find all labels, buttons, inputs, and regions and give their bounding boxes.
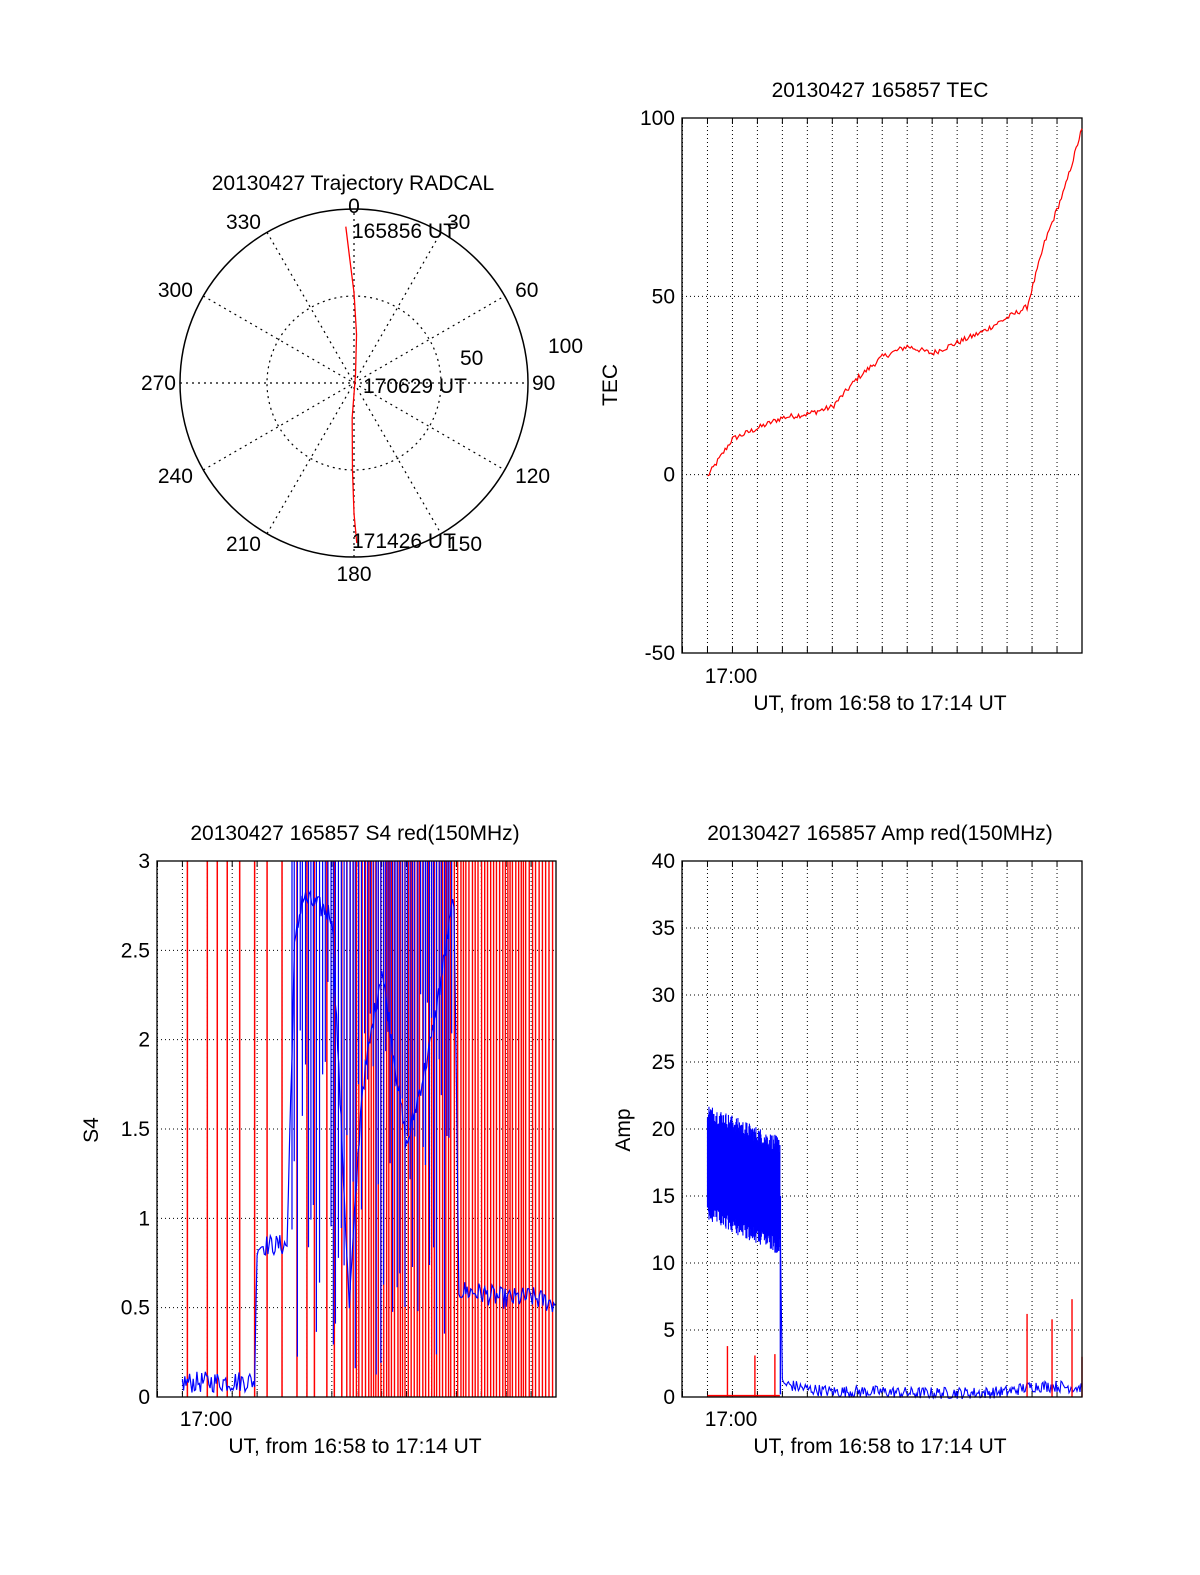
y-tick-labels: 0 0.5 1 1.5 2 2.5 3 (121, 850, 150, 1409)
polar-angle-label: 210 (226, 533, 261, 556)
panel-grid (681, 118, 1083, 653)
y-tick-label: -50 (645, 642, 675, 665)
polar-angle-label: 150 (447, 533, 482, 556)
y-tick-label: 2 (138, 1029, 150, 1052)
s4-xtick-label: 17:00 (180, 1408, 233, 1431)
y-tick-label: 0.5 (121, 1297, 150, 1320)
y-tick-label: 2.5 (121, 939, 150, 962)
y-tick-label: 1 (138, 1207, 150, 1230)
s4-xlabel: UT, from 16:58 to 17:14 UT (228, 1435, 481, 1458)
amp-panel: 20130427 165857 Amp red(150MHz) Amp 17:0… (612, 822, 1083, 1458)
y-tick-label: 3 (138, 850, 150, 873)
plot-frame (681, 117, 1083, 654)
y-tick-label: 20 (652, 1118, 675, 1141)
polar-angle-label: 0 (348, 195, 360, 218)
y-tick-label: 40 (652, 850, 675, 873)
y-tick-label: 30 (652, 984, 675, 1007)
s4-ylabel: S4 (80, 1117, 103, 1143)
polar-angle-label: 270 (141, 372, 176, 395)
polar-angle-label: 60 (515, 279, 538, 302)
tec-panel: 20130427 165857 TEC TEC 17:00 UT, from 1… (599, 79, 1083, 715)
polar-angle-labels: 0 30 60 90 120 150 180 210 240 270 300 330 (141, 195, 555, 586)
y-tick-labels: -50 0 50 100 (640, 107, 675, 665)
polar-angle-label: 90 (532, 372, 555, 395)
y-tick-label: 0 (138, 1386, 150, 1409)
tec-title: 20130427 165857 TEC (772, 79, 989, 102)
amp-blue-line (706, 1158, 1083, 1400)
polar-annotation-mid: 170629 UT (363, 375, 467, 398)
amp-xtick-label: 17:00 (705, 1408, 758, 1431)
amp-red-spikes (726, 1299, 1083, 1397)
polar-radius-labels: 50 100 (460, 335, 583, 370)
s4-title: 20130427 165857 S4 red(150MHz) (190, 822, 519, 845)
y-tick-label: 100 (640, 107, 675, 130)
tec-ylabel: TEC (599, 364, 622, 406)
tec-xtick-label: 17:00 (705, 665, 758, 688)
polar-angle-label: 300 (158, 279, 193, 302)
polar-panel: 20130427 Trajectory RADCAL 0 30 60 90 120 150… (141, 172, 583, 586)
amp-ylabel: Amp (612, 1108, 635, 1151)
y-tick-label: 50 (652, 285, 675, 308)
amp-xlabel: UT, from 16:58 to 17:14 UT (753, 1435, 1006, 1458)
y-tick-labels: 0 5 10 15 20 25 30 35 40 (652, 850, 675, 1409)
polar-annotation-start: 165856 UT (352, 220, 456, 243)
polar-angle-label: 180 (336, 563, 371, 586)
y-tick-label: 0 (663, 1386, 675, 1409)
polar-series (345, 226, 358, 544)
polar-trajectory-line (345, 226, 358, 544)
polar-radius-label: 100 (548, 335, 583, 358)
s4-blue-block (291, 861, 453, 1375)
polar-spoke (266, 232, 442, 534)
y-tick-label: 0 (663, 464, 675, 487)
polar-annotation-end: 171426 UT (352, 530, 456, 553)
s4-blue-line (181, 889, 557, 1394)
y-tick-label: 25 (652, 1051, 675, 1074)
polar-angle-label: 120 (515, 465, 550, 488)
tec-xlabel: UT, from 16:58 to 17:14 UT (753, 692, 1006, 715)
polar-radius-label: 50 (460, 347, 483, 370)
plot-frame (156, 860, 557, 1398)
polar-title: 20130427 Trajectory RADCAL (212, 172, 495, 195)
polar-angle-label: 30 (447, 211, 470, 234)
polar-angle-label: 330 (226, 211, 261, 234)
polar-angle-label: 240 (158, 465, 193, 488)
tec-series-line (707, 128, 1083, 477)
polar-grid (179, 208, 529, 558)
s4-panel: 20130427 165857 S4 red(150MHz) S4 17:00 … (80, 822, 557, 1458)
amp-title: 20130427 165857 Amp red(150MHz) (707, 822, 1053, 845)
amp-blue-band (706, 1106, 781, 1253)
y-tick-label: 5 (663, 1319, 675, 1342)
y-tick-label: 10 (652, 1252, 675, 1275)
y-tick-label: 1.5 (121, 1118, 150, 1141)
plot-frame (681, 860, 1083, 1398)
y-tick-label: 35 (652, 917, 675, 940)
y-tick-label: 15 (652, 1185, 675, 1208)
